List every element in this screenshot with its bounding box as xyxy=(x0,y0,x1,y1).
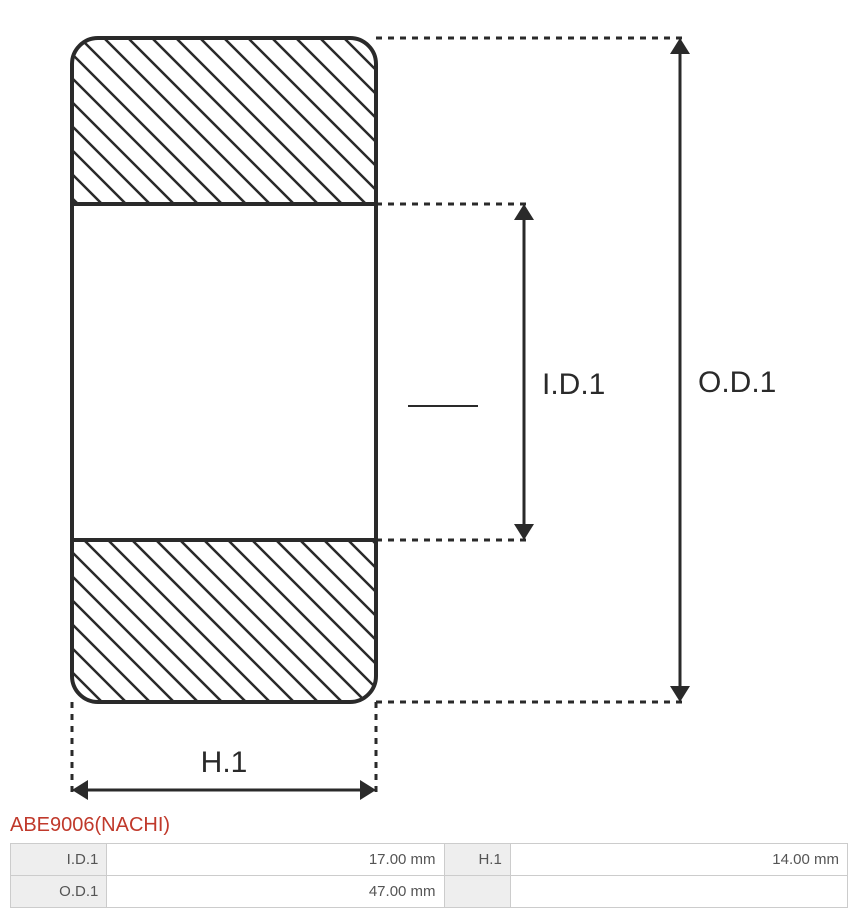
spec-label: H.1 xyxy=(444,844,510,876)
spec-value: 17.00 mm xyxy=(107,844,444,876)
spec-label: O.D.1 xyxy=(11,876,107,908)
spec-value: 14.00 mm xyxy=(510,844,847,876)
spec-value xyxy=(510,876,847,908)
spec-value: 47.00 mm xyxy=(107,876,444,908)
product-title: ABE9006(NACHI) xyxy=(0,810,848,843)
table-row: I.D.117.00 mmH.114.00 mm xyxy=(11,844,848,876)
table-row: O.D.147.00 mm xyxy=(11,876,848,908)
spec-label xyxy=(444,876,510,908)
spec-table: I.D.117.00 mmH.114.00 mmO.D.147.00 mm xyxy=(10,843,848,908)
bearing-diagram: I.D.1 O.D.1 H.1 xyxy=(0,0,848,810)
svg-text:I.D.1: I.D.1 xyxy=(542,368,605,401)
spec-label: I.D.1 xyxy=(11,844,107,876)
svg-text:O.D.1: O.D.1 xyxy=(698,366,776,399)
svg-text:H.1: H.1 xyxy=(201,746,248,779)
